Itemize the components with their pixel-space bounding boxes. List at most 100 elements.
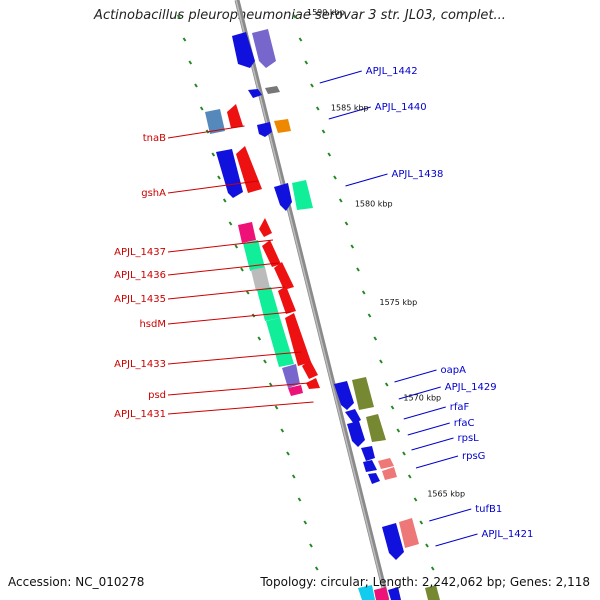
track-tick-mark [217, 175, 221, 180]
gene-feature[interactable] [302, 360, 318, 379]
track-tick-mark [361, 290, 366, 295]
gene-feature[interactable] [363, 460, 377, 472]
gene-feature[interactable] [382, 523, 404, 560]
gene-label-right[interactable]: APJL_1421 [482, 529, 534, 540]
track-tick-mark [240, 267, 244, 272]
gene-label-leader [167, 351, 302, 365]
track-tick-mark [356, 267, 360, 272]
gene-label-leader [167, 180, 259, 194]
gene-label-left[interactable]: APJL_1435 [114, 294, 166, 305]
track-tick-mark [211, 152, 216, 157]
gene-feature[interactable] [274, 183, 292, 211]
gene-feature[interactable] [274, 262, 294, 290]
gene-feature[interactable] [266, 318, 294, 367]
track-tick-mark [309, 543, 313, 548]
gene-label-left[interactable]: psd [148, 390, 166, 401]
scale-tick-label: 1590 kbp [307, 8, 345, 17]
gene-label-leader [167, 262, 279, 276]
gene-label-right[interactable]: APJL_1440 [375, 102, 427, 113]
gene-feature[interactable] [425, 585, 440, 600]
gene-label-right[interactable]: APJL_1429 [445, 382, 497, 393]
gene-label-leader [167, 311, 292, 325]
gene-feature[interactable] [374, 587, 389, 600]
gene-feature[interactable] [243, 240, 265, 271]
track-tick-mark [188, 60, 193, 65]
gene-feature[interactable] [262, 240, 281, 267]
gene-feature[interactable] [265, 86, 280, 94]
gene-feature[interactable] [252, 29, 276, 68]
gene-label-right[interactable]: rfaC [454, 418, 475, 429]
gene-label-left[interactable]: APJL_1437 [114, 247, 166, 258]
gene-feature[interactable] [358, 585, 375, 600]
gene-label-leader [167, 382, 309, 396]
gene-feature[interactable] [388, 587, 401, 600]
gene-feature[interactable] [248, 89, 262, 98]
gene-feature[interactable] [282, 364, 300, 388]
gene-feature[interactable] [368, 473, 380, 484]
map-title: Actinobacillus pleuropneumoniae serovar … [94, 8, 506, 23]
gene-label-leader [415, 455, 459, 469]
gene-label-leader [319, 70, 362, 84]
gene-label-leader [435, 533, 478, 547]
track-tick-mark [344, 221, 349, 226]
track-tick-mark [268, 382, 273, 387]
gene-label-right[interactable]: rpsG [462, 451, 485, 462]
gene-feature[interactable] [251, 267, 270, 291]
gene-feature[interactable] [257, 122, 272, 137]
gene-label-right[interactable]: APJL_1442 [366, 66, 418, 77]
track-tick-mark [228, 221, 233, 226]
track-tick-mark [350, 244, 355, 249]
track-tick-mark [286, 451, 290, 456]
track-tick-mark [338, 198, 343, 203]
track-tick-mark [367, 313, 372, 318]
gene-label-right[interactable]: rfaF [450, 402, 470, 413]
track-tick-mark [199, 106, 204, 111]
gene-feature[interactable] [259, 218, 272, 237]
gene-label-right[interactable]: APJL_1438 [392, 169, 444, 180]
track-tick-mark [321, 129, 326, 134]
gene-feature[interactable] [334, 381, 354, 410]
track-tick-mark [291, 474, 296, 479]
gene-label-left[interactable]: tnaB [143, 133, 166, 144]
gene-feature[interactable] [292, 180, 313, 210]
gene-feature[interactable] [232, 32, 255, 68]
gene-label-right[interactable]: rpsL [458, 433, 480, 444]
gene-feature[interactable] [274, 119, 291, 133]
gene-label-leader [403, 406, 446, 420]
gene-feature[interactable] [366, 414, 386, 442]
track-tick-mark [327, 152, 332, 157]
scale-tick-label: 1575 kbp [380, 298, 418, 307]
gene-feature[interactable] [345, 409, 361, 424]
gene-feature[interactable] [278, 286, 296, 314]
track-tick-mark [419, 520, 424, 525]
scale-tick-label: 1585 kbp [331, 104, 369, 113]
gene-label-left[interactable]: gshA [141, 188, 166, 199]
gene-label-left[interactable]: APJL_1433 [114, 359, 166, 370]
gene-feature[interactable] [238, 222, 256, 243]
gene-feature[interactable] [227, 104, 243, 128]
track-tick-mark [333, 175, 337, 180]
gene-feature[interactable] [347, 421, 365, 447]
gene-label-leader [407, 422, 450, 436]
track-tick-mark [263, 359, 267, 364]
track-tick-mark [182, 37, 187, 42]
track-tick-mark [292, 14, 297, 19]
gene-feature[interactable] [288, 385, 303, 396]
gene-feature[interactable] [361, 446, 375, 461]
track-tick-mark [373, 336, 378, 341]
gene-label-left[interactable]: hsdM [139, 319, 166, 330]
gene-label-right[interactable]: tufB1 [475, 504, 502, 515]
gene-feature[interactable] [285, 313, 311, 366]
gene-feature[interactable] [306, 378, 320, 389]
gene-feature[interactable] [352, 377, 374, 410]
gene-feature[interactable] [216, 149, 243, 198]
gene-label-left[interactable]: APJL_1436 [114, 270, 166, 281]
gene-feature[interactable] [382, 467, 397, 480]
gene-feature[interactable] [205, 109, 225, 134]
gene-label-right[interactable]: oapA [441, 365, 467, 376]
gene-feature[interactable] [378, 458, 394, 469]
gene-feature[interactable] [399, 518, 419, 548]
track-tick-mark [425, 543, 429, 548]
gene-feature[interactable] [257, 287, 280, 321]
gene-label-left[interactable]: APJL_1431 [114, 409, 166, 420]
